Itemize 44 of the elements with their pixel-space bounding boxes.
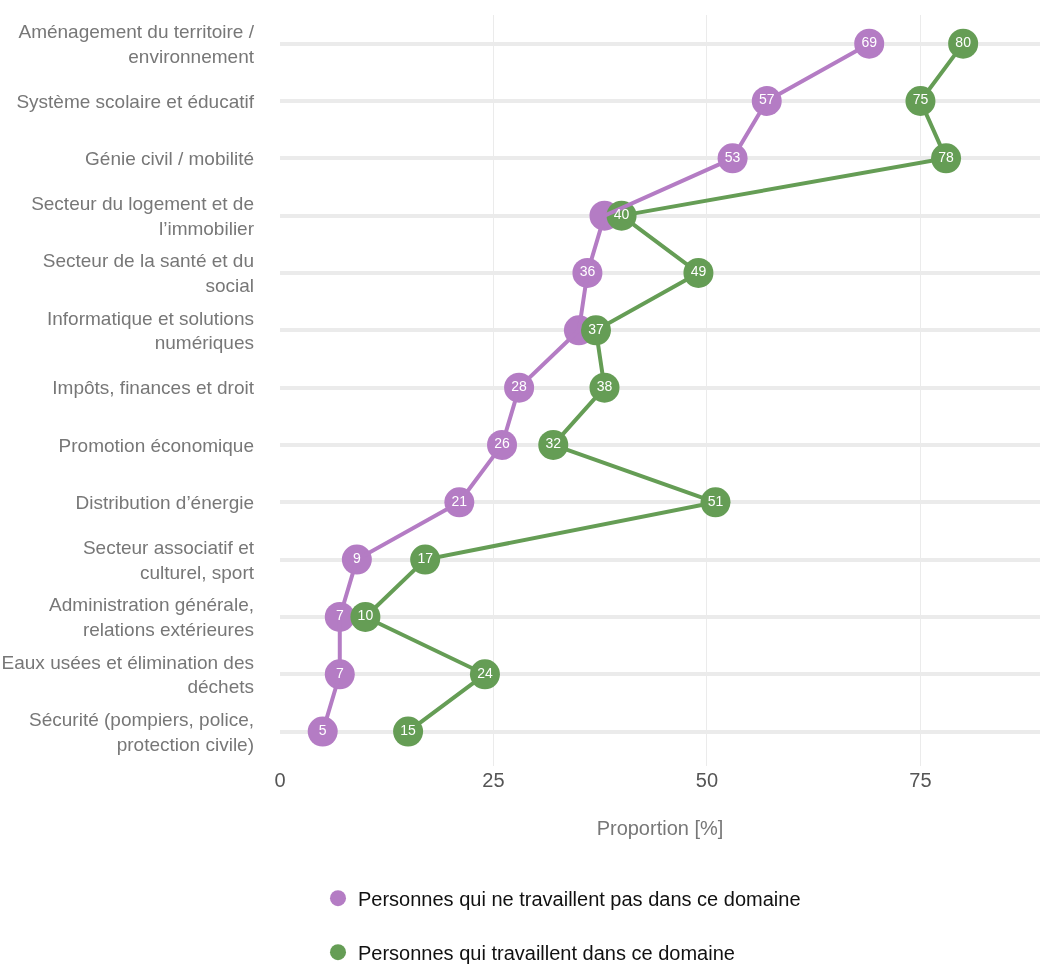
data-label: 32	[545, 435, 562, 452]
data-label: 28	[511, 378, 528, 395]
y-tick-label: Eaux usées et élimination des déchets	[1, 651, 254, 698]
data-label: 24	[477, 664, 493, 681]
data-label: 36	[579, 263, 596, 280]
y-tick-label: Secteur de la santé et du social	[42, 250, 254, 296]
y-tick-label: Secteur du logement et de l’immobilier	[31, 192, 255, 239]
y-tick-label: Administration générale, relations extérieures	[49, 594, 254, 640]
data-label: 40	[613, 206, 630, 223]
data-label: 9	[352, 550, 361, 567]
y-tick-label: Aménagement du territoire / environnement	[18, 20, 255, 67]
y-tick-label: Sécurité (pompiers, police, protection civile)	[29, 708, 254, 755]
data-label: 17	[417, 550, 434, 567]
legend-label: Personnes qui ne travaillent pas dans ce domaine	[358, 887, 801, 910]
data-label: 26	[494, 435, 511, 452]
y-tick-label: Secteur associatif et culturel, sport	[82, 536, 255, 583]
y-tick-label: Informatique et solutions numériques	[46, 307, 254, 354]
data-label: 78	[938, 148, 955, 165]
y-tick-label: Système scolaire et éducatif	[16, 90, 255, 112]
data-label: 10	[357, 607, 374, 624]
data-label: 38	[596, 378, 613, 395]
x-tick-label: 0	[274, 769, 286, 791]
data-label: 51	[707, 492, 724, 509]
x-tick-label: 50	[695, 769, 719, 791]
data-label: 7	[335, 664, 344, 681]
data-label: 57	[758, 91, 775, 108]
y-tick-label: Promotion économique	[58, 434, 254, 456]
x-tick-label: 25	[482, 769, 505, 791]
data-label: 7	[335, 607, 344, 624]
data-label: 53	[724, 148, 741, 165]
data-label: 15	[400, 722, 417, 739]
data-label: 75	[912, 91, 929, 108]
y-tick-label: Génie civil / mobilité	[85, 147, 254, 169]
data-label: 69	[861, 34, 878, 51]
x-axis-title: Proportion [%]	[596, 816, 724, 839]
data-label: 21	[451, 492, 468, 509]
legend-label: Personnes qui travaillent dans ce domaine	[358, 941, 735, 964]
data-label: 49	[690, 263, 707, 280]
data-label: 37	[588, 320, 604, 337]
data-label: 5	[318, 722, 327, 739]
y-tick-label: Impôts, finances et droit	[52, 377, 255, 399]
data-label: 80	[955, 34, 972, 51]
x-tick-label: 75	[909, 769, 932, 791]
y-tick-label: Distribution d’énergie	[75, 491, 254, 513]
